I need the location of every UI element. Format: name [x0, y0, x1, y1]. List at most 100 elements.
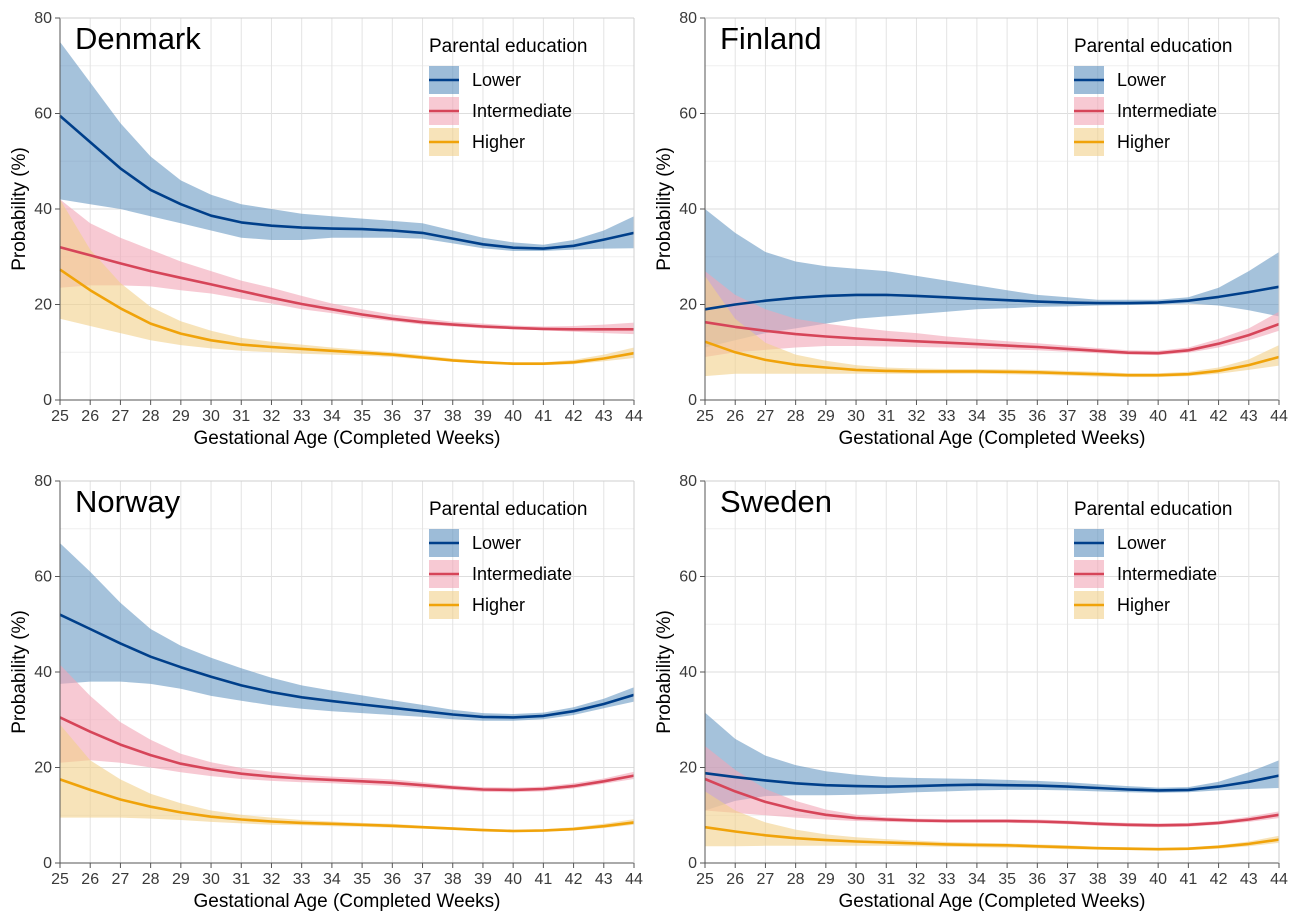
x-tick-label: 43 [595, 871, 613, 888]
legend-label: Intermediate [472, 101, 572, 121]
x-tick-label: 41 [1179, 871, 1197, 888]
x-tick-label: 32 [908, 871, 926, 888]
x-tick-label: 27 [757, 408, 775, 425]
y-tick-label: 0 [43, 855, 52, 872]
x-tick-label: 43 [595, 408, 613, 425]
x-tick-label: 29 [817, 871, 835, 888]
x-tick-label: 26 [726, 408, 744, 425]
series-lines [704, 285, 1280, 377]
x-tick-label: 32 [263, 871, 281, 888]
x-tick-label: 34 [323, 408, 341, 425]
legend: Parental education Lower Intermediate Highe… [1074, 499, 1232, 619]
legend-title: Parental education [429, 36, 587, 57]
x-tick-label: 25 [51, 408, 69, 425]
band-intermediate [60, 664, 634, 793]
legend-label: Higher [472, 132, 525, 152]
confidence-bands [60, 543, 634, 833]
x-tick-label: 34 [968, 871, 986, 888]
legend: Parental education Lower Intermediate Highe… [429, 36, 587, 156]
line-higher [704, 825, 1280, 851]
panel-title: Denmark [75, 21, 201, 56]
y-tick-label: 20 [34, 297, 52, 314]
x-tick-label: 30 [202, 408, 220, 425]
x-tick-label: 35 [353, 871, 371, 888]
line-higher [704, 340, 1280, 377]
x-tick-label: 43 [1240, 871, 1258, 888]
x-tick-label: 31 [232, 408, 250, 425]
x-tick-label: 33 [293, 408, 311, 425]
y-tick-label: 20 [34, 760, 52, 777]
line-intermediate [59, 245, 634, 331]
x-tick-label: 34 [968, 408, 986, 425]
x-tick-label: 44 [625, 408, 643, 425]
x-tick-label: 35 [353, 408, 371, 425]
legend-label: Higher [1117, 595, 1170, 615]
line-higher [59, 778, 635, 833]
panel-title: Sweden [720, 484, 832, 519]
confidence-bands [60, 41, 634, 366]
x-tick-label: 26 [726, 871, 744, 888]
band-lower [60, 543, 634, 721]
chart-panel-1: 0 20 40 60 80 25 26 27 28 29 30 31 32 33 34 35 36 37 38 39 4… [0, 0, 645, 460]
legend-label: Intermediate [472, 564, 572, 584]
chart-panel-3: 0 20 40 60 80 25 26 27 28 29 30 31 32 33 34 35 36 37 38 39 4… [0, 463, 645, 923]
x-tick-label: 39 [474, 408, 492, 425]
x-tick-label: 38 [444, 408, 462, 425]
x-tick-label: 32 [908, 408, 926, 425]
y-tick-label: 40 [34, 201, 52, 218]
x-tick-label: 28 [142, 408, 160, 425]
y-tick-label: 0 [688, 392, 697, 409]
line-intermediate [704, 777, 1280, 827]
y-tick-label: 80 [679, 10, 697, 27]
line-intermediate [704, 320, 1280, 355]
x-tick-label: 36 [383, 871, 401, 888]
x-axis-title: Gestational Age (Completed Weeks) [194, 891, 501, 912]
x-tick-label: 39 [474, 871, 492, 888]
x-tick-label: 31 [232, 871, 250, 888]
x-tick-label: 37 [1059, 871, 1077, 888]
x-tick-label: 28 [787, 408, 805, 425]
series-lines [59, 613, 635, 833]
x-tick-label: 37 [414, 408, 432, 425]
x-tick-label: 41 [1179, 408, 1197, 425]
legend-label: Higher [1117, 132, 1170, 152]
y-tick-label: 0 [43, 392, 52, 409]
x-tick-label: 25 [696, 408, 714, 425]
band-higher [705, 791, 1279, 851]
legend: Parental education Lower Intermediate Highe… [429, 499, 587, 619]
x-tick-label: 26 [81, 408, 99, 425]
x-tick-label: 36 [1028, 871, 1046, 888]
x-tick-label: 31 [877, 408, 895, 425]
y-tick-label: 40 [679, 201, 697, 218]
y-tick-label: 60 [34, 106, 52, 123]
x-axis-title: Gestational Age (Completed Weeks) [839, 428, 1146, 449]
x-tick-label: 27 [112, 408, 130, 425]
line-intermediate [59, 716, 635, 792]
x-tick-label: 30 [847, 871, 865, 888]
y-tick-label: 40 [34, 664, 52, 681]
x-tick-label: 26 [81, 871, 99, 888]
x-tick-label: 33 [938, 871, 956, 888]
x-tick-label: 25 [51, 871, 69, 888]
x-tick-label: 41 [534, 871, 552, 888]
x-tick-label: 29 [172, 871, 190, 888]
y-tick-label: 20 [679, 760, 697, 777]
x-axis-title: Gestational Age (Completed Weeks) [839, 891, 1146, 912]
x-tick-label: 32 [263, 408, 281, 425]
legend-title: Parental education [429, 499, 587, 520]
x-tick-label: 44 [625, 871, 643, 888]
band-lower [705, 209, 1279, 348]
x-tick-label: 36 [1028, 408, 1046, 425]
y-axis-title: Probability (%) [9, 610, 30, 734]
x-axis-title: Gestational Age (Completed Weeks) [194, 428, 501, 449]
x-tick-label: 35 [998, 871, 1016, 888]
x-tick-label: 34 [323, 871, 341, 888]
line-lower [704, 771, 1280, 792]
x-tick-label: 27 [757, 871, 775, 888]
x-tick-label: 40 [1149, 408, 1167, 425]
line-higher [59, 268, 635, 365]
series-lines [704, 771, 1280, 851]
line-lower [59, 114, 635, 250]
y-tick-label: 60 [34, 569, 52, 586]
